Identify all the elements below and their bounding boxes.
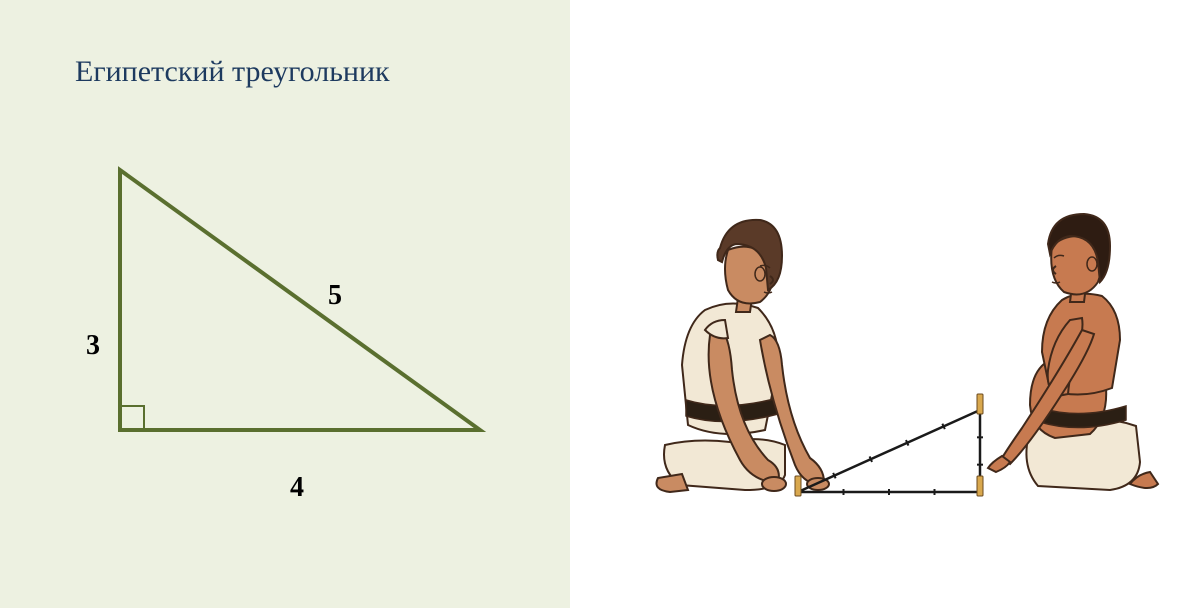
egyptian-illustration	[610, 190, 1170, 530]
side-label-a: 3	[86, 330, 100, 362]
side-label-b: 4	[290, 472, 304, 504]
triangle-shape	[120, 170, 480, 430]
left-panel: Египетский треугольник 3 4 5	[0, 0, 570, 608]
side-label-c: 5	[328, 280, 342, 312]
right-angle-marker	[120, 406, 144, 430]
page-title: Египетский треугольник	[75, 55, 390, 89]
right-panel	[570, 0, 1200, 608]
triangle-diagram	[80, 150, 510, 490]
